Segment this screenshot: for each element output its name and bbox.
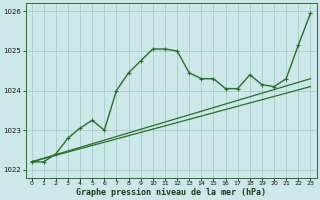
X-axis label: Graphe pression niveau de la mer (hPa): Graphe pression niveau de la mer (hPa) (76, 188, 266, 197)
